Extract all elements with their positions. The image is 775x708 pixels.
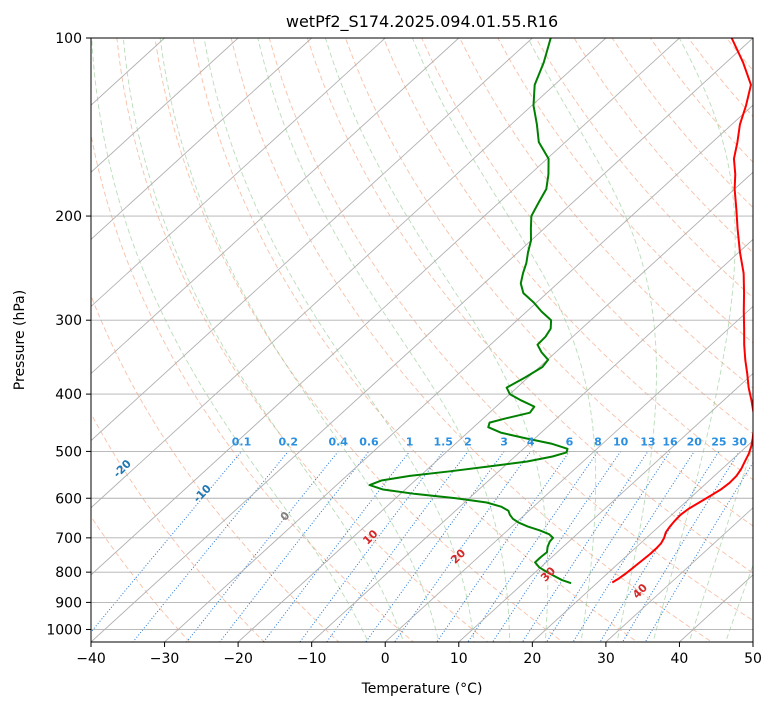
moist-adiabat-line: [257, 38, 511, 642]
x-tick-label: 0: [381, 651, 390, 667]
mixing-ratio-label: 20: [687, 435, 703, 448]
mixing-ratio-label: 13: [640, 435, 655, 448]
x-tick-label: −30: [150, 651, 180, 667]
isotherm-line: [91, 38, 460, 375]
y-tick-label: 200: [55, 209, 82, 225]
mixing-ratio-label: 6: [566, 435, 574, 448]
dry-adiabat-line: [383, 38, 753, 481]
mixing-ratio-label: 2: [464, 435, 472, 448]
dry-adiabat-line: [306, 38, 753, 574]
isotherm-line: [164, 104, 753, 642]
y-tick-label: 600: [55, 491, 82, 507]
dry-adiabat-line: [91, 294, 340, 642]
isotherms: [91, 38, 753, 642]
plot-area: 0.10.20.40.611.52346810131620253036-100-…: [91, 38, 753, 642]
dry-adiabat-line: [459, 38, 753, 389]
isotherm-line: [311, 238, 753, 642]
y-tick-label: 100: [55, 31, 82, 47]
isotherm-line: [91, 38, 607, 509]
dry-adiabat-line: [421, 38, 753, 435]
plot-frame: [90, 37, 754, 643]
isotherm-line: [91, 38, 239, 173]
isotherm-line: [532, 440, 753, 642]
mixing-ratio-label: 0.1: [232, 435, 252, 448]
moist-adiabat-line: [527, 38, 657, 642]
isotherm-line: [91, 38, 680, 576]
isotherm-line: [458, 372, 753, 642]
x-axis: −40 −30 −20 −10 0 10 20 30 40 50: [76, 642, 762, 667]
isotherm-line: [605, 507, 753, 642]
mixing-ratio-label: 0.6: [359, 435, 379, 448]
chart-title: wetPf2_S174.2025.094.01.55.R16: [286, 12, 558, 32]
isotherm-line: [91, 38, 386, 308]
mixing-ratio-label: 30: [732, 435, 748, 448]
y-tick-label: 700: [55, 531, 82, 547]
dry-adiabat-line: [192, 38, 638, 642]
y-tick-label: 300: [55, 313, 82, 329]
x-tick-label: 40: [671, 651, 689, 667]
moist-adiabat-line: [91, 38, 369, 642]
mixing-ratio-label: 3: [500, 435, 508, 448]
dry-adiabat-line: [91, 515, 191, 642]
mixing-ratio-label: 1: [406, 435, 414, 448]
x-tick-label: 30: [597, 651, 615, 667]
isotherm-line: [91, 38, 533, 442]
dry-adiabat-line: [230, 38, 713, 642]
isotherm-line: [384, 305, 753, 642]
isotherm-line: [91, 38, 312, 240]
profile-line-2: [368, 38, 572, 585]
mixing-ratio-label: 1.5: [433, 435, 453, 448]
y-tick-label: 800: [55, 565, 82, 581]
dry-adiabat-line: [91, 412, 265, 642]
dry-adiabat-line: [535, 38, 753, 299]
dry-adiabat-line: [116, 38, 489, 642]
y-tick-label: 1000: [46, 622, 82, 638]
y-tick-label: 900: [55, 595, 82, 611]
mixing-ratio-label: 4: [527, 435, 535, 448]
mixing-ratio-label: 25: [711, 435, 726, 448]
isobars: [91, 38, 753, 630]
y-tick-label: 500: [55, 444, 82, 460]
y-tick-label: 400: [55, 387, 82, 403]
mixing-ratio-label: 0.2: [279, 435, 299, 448]
x-tick-label: −40: [76, 651, 106, 667]
x-tick-label: −10: [297, 651, 327, 667]
mixing-ratio-label: 16: [662, 435, 678, 448]
y-axis-label: Pressure (hPa): [12, 290, 28, 390]
x-tick-label: 10: [450, 651, 468, 667]
x-tick-label: 20: [523, 651, 541, 667]
isotherm-line: [237, 171, 753, 642]
y-axis: 100 200 300 400 500 600 700 800 900 1000: [46, 31, 91, 638]
x-axis-label: Temperature (°C): [361, 681, 483, 697]
mixing-ratio-label: 8: [594, 435, 602, 448]
x-tick-label: 50: [744, 651, 762, 667]
moist-adiabat-line: [725, 564, 753, 642]
isotherm-line: [91, 38, 753, 642]
dry-adiabat-line: [91, 132, 415, 642]
dry-adiabats: [91, 38, 753, 642]
mixing-ratio-label: 10: [613, 435, 629, 448]
dry-adiabat-line: [154, 38, 564, 642]
x-tick-label: −20: [223, 651, 253, 667]
mixing-ratio-label: 0.4: [328, 435, 348, 448]
